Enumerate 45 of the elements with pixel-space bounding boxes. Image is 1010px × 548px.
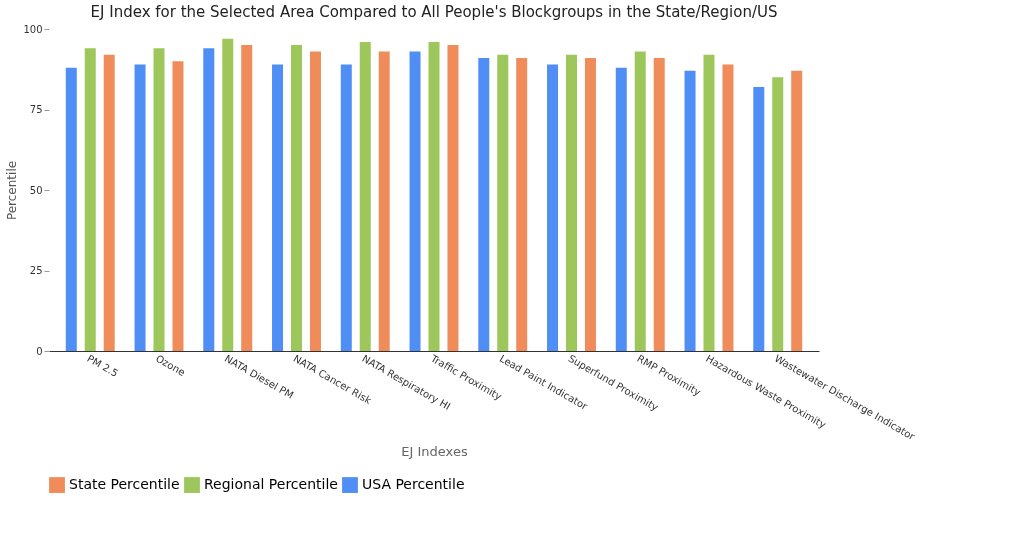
bar (684, 70, 696, 351)
bar (203, 48, 215, 351)
bar (378, 51, 390, 351)
y-tick-label: 50 (29, 184, 43, 196)
bar (241, 45, 253, 351)
bar (134, 64, 146, 351)
bar (222, 38, 234, 351)
bar (65, 67, 77, 351)
bar (634, 51, 646, 351)
y-axis-title: Percentile (5, 160, 20, 221)
bar (291, 45, 302, 351)
bar (84, 48, 96, 351)
y-tick-label: 75 (29, 104, 43, 115)
bar (703, 54, 715, 351)
bar (172, 61, 184, 351)
bar (103, 54, 115, 351)
bar (447, 45, 459, 351)
bar (653, 57, 665, 351)
y-tick-label: 100 (23, 23, 43, 35)
bar (584, 57, 596, 351)
bar (153, 48, 165, 351)
bar (791, 70, 803, 351)
bar (272, 64, 284, 351)
bar (516, 57, 528, 351)
x-axis-title: EJ Indexes (401, 444, 468, 460)
bar (547, 64, 559, 351)
bar (722, 64, 734, 351)
bar (428, 41, 440, 351)
bar (753, 86, 765, 351)
legend-label: Regional Percentile (204, 476, 338, 493)
bar (309, 51, 321, 351)
chart-title: EJ Index for the Selected Area Compared to All People's Blockgroups in the State/Region/US (90, 3, 778, 21)
bar (478, 57, 490, 351)
x-tick-label: PM 2.5 (85, 352, 120, 380)
y-tick-label: 25 (29, 265, 43, 276)
bar (409, 51, 421, 351)
bar (497, 54, 509, 351)
bar (566, 54, 577, 351)
legend-label: State Percentile (69, 476, 180, 493)
bar (359, 41, 371, 351)
bar (615, 67, 627, 351)
y-tick-label: 0 (36, 345, 43, 357)
legend-label: USA Percentile (362, 476, 465, 493)
bar (340, 64, 352, 351)
bar (772, 77, 784, 351)
